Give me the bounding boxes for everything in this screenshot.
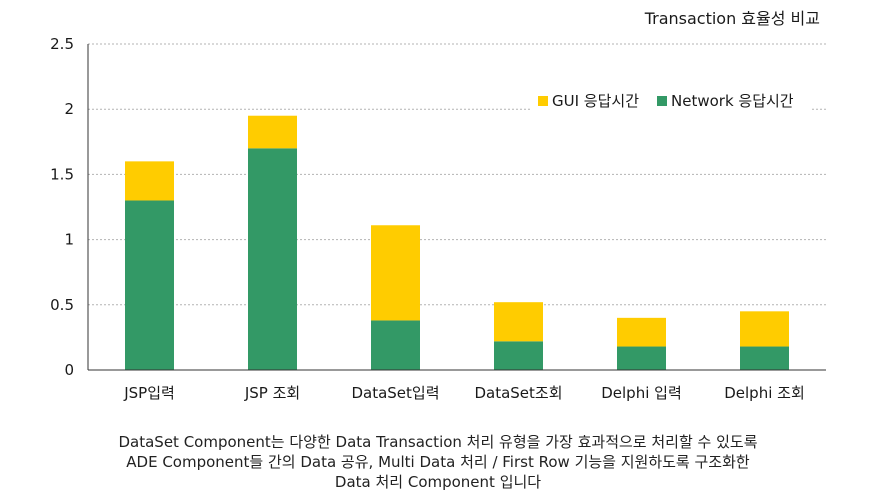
bar-network-3	[494, 341, 543, 370]
bar-gui-3	[494, 302, 543, 342]
chart-title: Transaction 효율성 비교	[644, 9, 820, 28]
x-tick-label: DataSet입력	[351, 384, 439, 402]
x-tick-label: JSP입력	[123, 384, 175, 402]
x-tick-label: Delphi 조회	[724, 384, 805, 402]
bar-gui-5	[740, 311, 789, 347]
y-tick-label: 1	[64, 231, 74, 249]
legend-label: GUI 응답시간	[552, 92, 639, 110]
legend-background	[532, 88, 810, 114]
x-tick-label: Delphi 입력	[601, 384, 682, 402]
legend-label: Network 응답시간	[671, 92, 794, 110]
bar-gui-0	[125, 161, 174, 201]
bar-network-4	[617, 346, 666, 370]
legend-swatch	[657, 96, 667, 106]
bar-gui-1	[248, 115, 297, 149]
stacked-bar-chart: 0 0.5 1 1.5 2 2.5 JSP입력 JSP 조회 DataSet입력 DataSet조…	[50, 9, 826, 402]
x-tick-label: JSP 조회	[244, 384, 300, 402]
x-tick-label: DataSet조회	[474, 384, 562, 402]
bar-network-1	[248, 148, 297, 370]
y-tick-label: 2	[64, 100, 74, 118]
bar-gui-2	[371, 225, 420, 321]
bar-gui-4	[617, 317, 666, 347]
y-tick-label: 1.5	[50, 165, 74, 183]
bar-network-0	[125, 200, 174, 370]
bar-network-5	[740, 346, 789, 370]
y-tick-label: 2.5	[50, 35, 74, 53]
caption-line-3: Data 처리 Component 입니다	[334, 473, 542, 491]
legend-swatch	[538, 96, 548, 106]
chart-caption: DataSet Component는 다양한 Data Transaction …	[0, 432, 876, 492]
y-tick-label: 0	[64, 361, 74, 379]
caption-line-2: ADE Component들 간의 Data 공유, Multi Data 처리…	[126, 453, 750, 471]
bar-network-2	[371, 320, 420, 370]
y-tick-label: 0.5	[50, 296, 74, 314]
caption-line-1: DataSet Component는 다양한 Data Transaction …	[118, 433, 758, 451]
